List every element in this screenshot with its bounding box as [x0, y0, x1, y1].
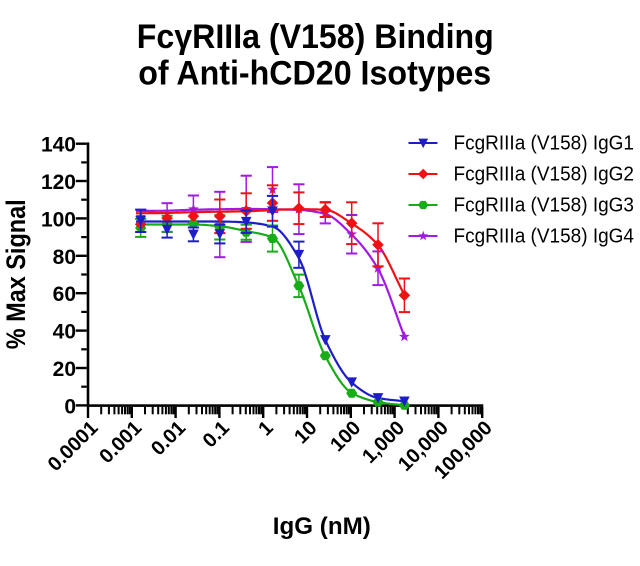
- svg-text:FcgRIIIa (V158) IgG1: FcgRIIIa (V158) IgG1: [454, 133, 635, 155]
- svg-text:0: 0: [64, 395, 76, 418]
- svg-text:of Anti-hCD20 Isotypes: of Anti-hCD20 Isotypes: [138, 55, 491, 93]
- svg-text:20: 20: [53, 358, 76, 381]
- svg-text:FcgRIIIa (V158) IgG4: FcgRIIIa (V158) IgG4: [454, 226, 635, 248]
- svg-text:FcgRIIIa (V158) IgG3: FcgRIIIa (V158) IgG3: [454, 195, 635, 217]
- svg-text:80: 80: [53, 246, 76, 269]
- svg-text:120: 120: [41, 171, 76, 194]
- svg-text:60: 60: [53, 283, 76, 306]
- svg-text:% Max Signal: % Max Signal: [1, 199, 31, 349]
- svg-text:IgG (nM): IgG (nM): [273, 513, 371, 540]
- svg-text:40: 40: [53, 321, 76, 344]
- svg-text:FcgRIIIa (V158) IgG2: FcgRIIIa (V158) IgG2: [454, 164, 635, 186]
- svg-text:100: 100: [41, 208, 76, 231]
- svg-text:140: 140: [41, 134, 76, 157]
- svg-text:FcγRIIIa (V158) Binding: FcγRIIIa (V158) Binding: [137, 18, 494, 56]
